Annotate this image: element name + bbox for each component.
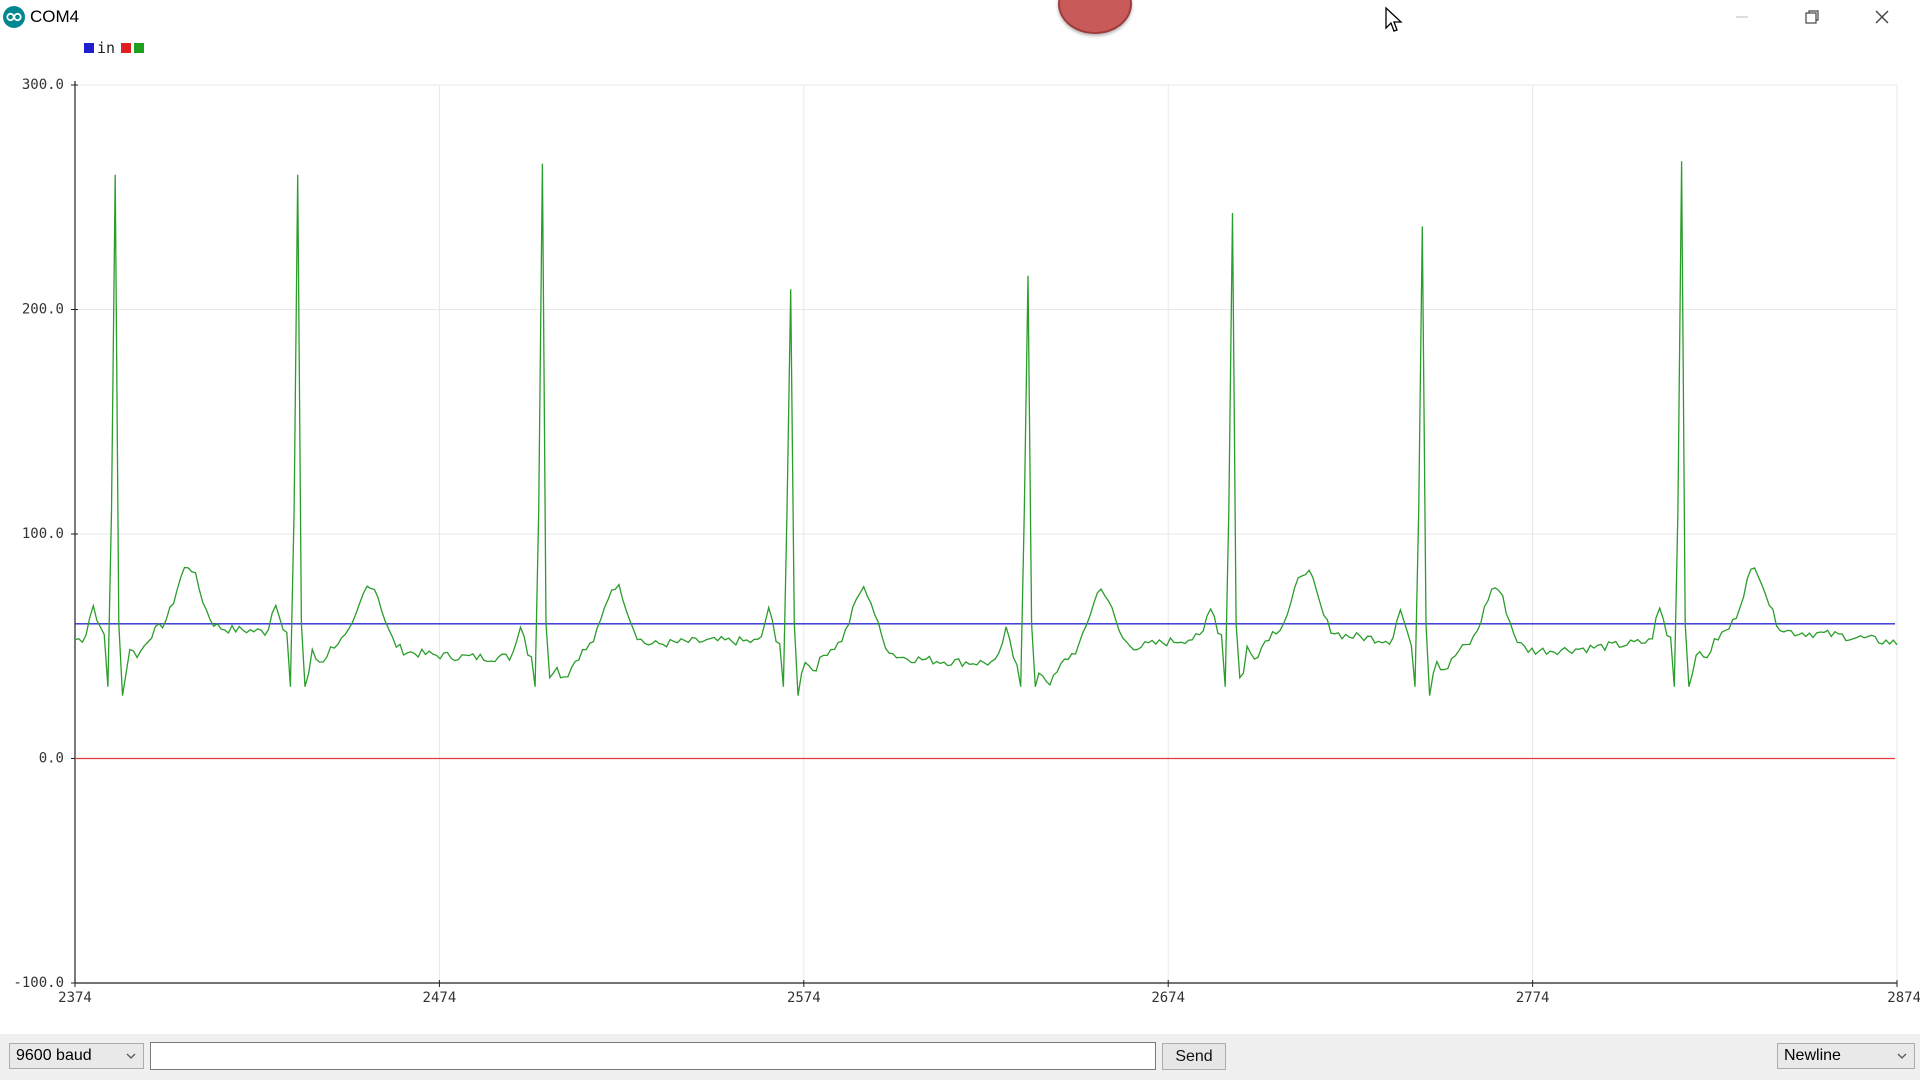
baud-rate-value: 9600 baud xyxy=(16,1047,92,1064)
y-tick-label: 0.0 xyxy=(39,751,64,767)
send-button[interactable]: Send xyxy=(1162,1043,1226,1070)
window-title: COM4 xyxy=(30,7,80,26)
legend-label: in xyxy=(97,40,115,57)
legend-swatch-green xyxy=(134,43,144,53)
legend: in xyxy=(84,40,144,57)
x-tick-label: 2474 xyxy=(423,990,457,1006)
close-icon[interactable] xyxy=(1852,0,1912,34)
legend-swatch-blue xyxy=(84,43,94,53)
chevron-down-icon xyxy=(1897,1053,1907,1059)
bottom-toolbar: 9600 baud Send Newline xyxy=(0,1034,1920,1080)
x-tick-label: 2574 xyxy=(787,990,821,1006)
x-tick-label: 2774 xyxy=(1516,990,1550,1006)
axes xyxy=(71,81,1898,987)
x-tick-label: 2674 xyxy=(1151,990,1185,1006)
y-tick-label: 200.0 xyxy=(22,302,64,318)
restore-icon[interactable] xyxy=(1782,0,1842,34)
line-ending-value: Newline xyxy=(1784,1047,1841,1064)
minimize-icon[interactable] xyxy=(1712,0,1772,34)
arduino-icon xyxy=(3,6,25,28)
line-ending-select[interactable]: Newline xyxy=(1777,1043,1915,1069)
y-tick-label: 300.0 xyxy=(22,77,64,93)
series-group xyxy=(74,161,1898,760)
chevron-down-icon xyxy=(126,1053,136,1059)
y-tick-label: 100.0 xyxy=(22,526,64,542)
series-line-green xyxy=(74,161,1898,696)
mouse-cursor-icon xyxy=(1385,6,1403,32)
title-bar: COM4 xyxy=(0,0,1920,34)
camera-record-icon[interactable] xyxy=(1058,0,1132,34)
x-tick-label: 2874 xyxy=(1887,990,1920,1006)
baud-rate-select[interactable]: 9600 baud xyxy=(9,1043,144,1069)
legend-swatch-red xyxy=(121,43,131,53)
x-tick-label: 2374 xyxy=(58,990,92,1006)
grid xyxy=(74,84,1898,984)
y-tick-label: -100.0 xyxy=(13,975,64,991)
message-input[interactable] xyxy=(150,1042,1156,1070)
